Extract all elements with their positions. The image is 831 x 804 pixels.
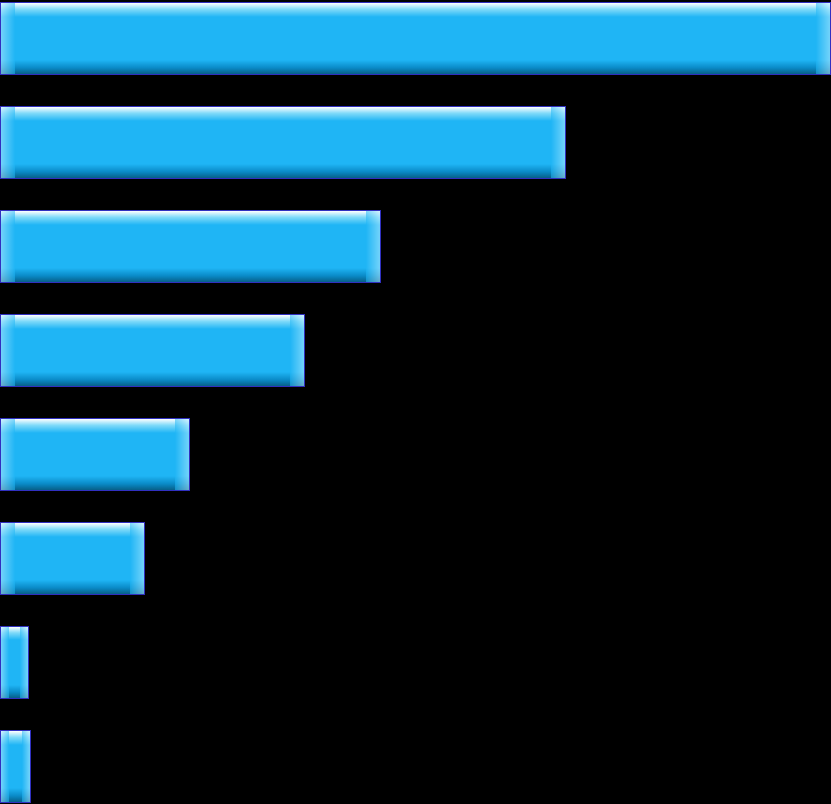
bar: [0, 418, 190, 491]
bar: [0, 626, 29, 699]
horizontal-bar-chart: [0, 0, 831, 804]
bar: [0, 106, 566, 179]
bar: [0, 210, 381, 283]
bar: [0, 2, 831, 75]
bar: [0, 730, 31, 803]
bar: [0, 314, 305, 387]
bar: [0, 522, 145, 595]
